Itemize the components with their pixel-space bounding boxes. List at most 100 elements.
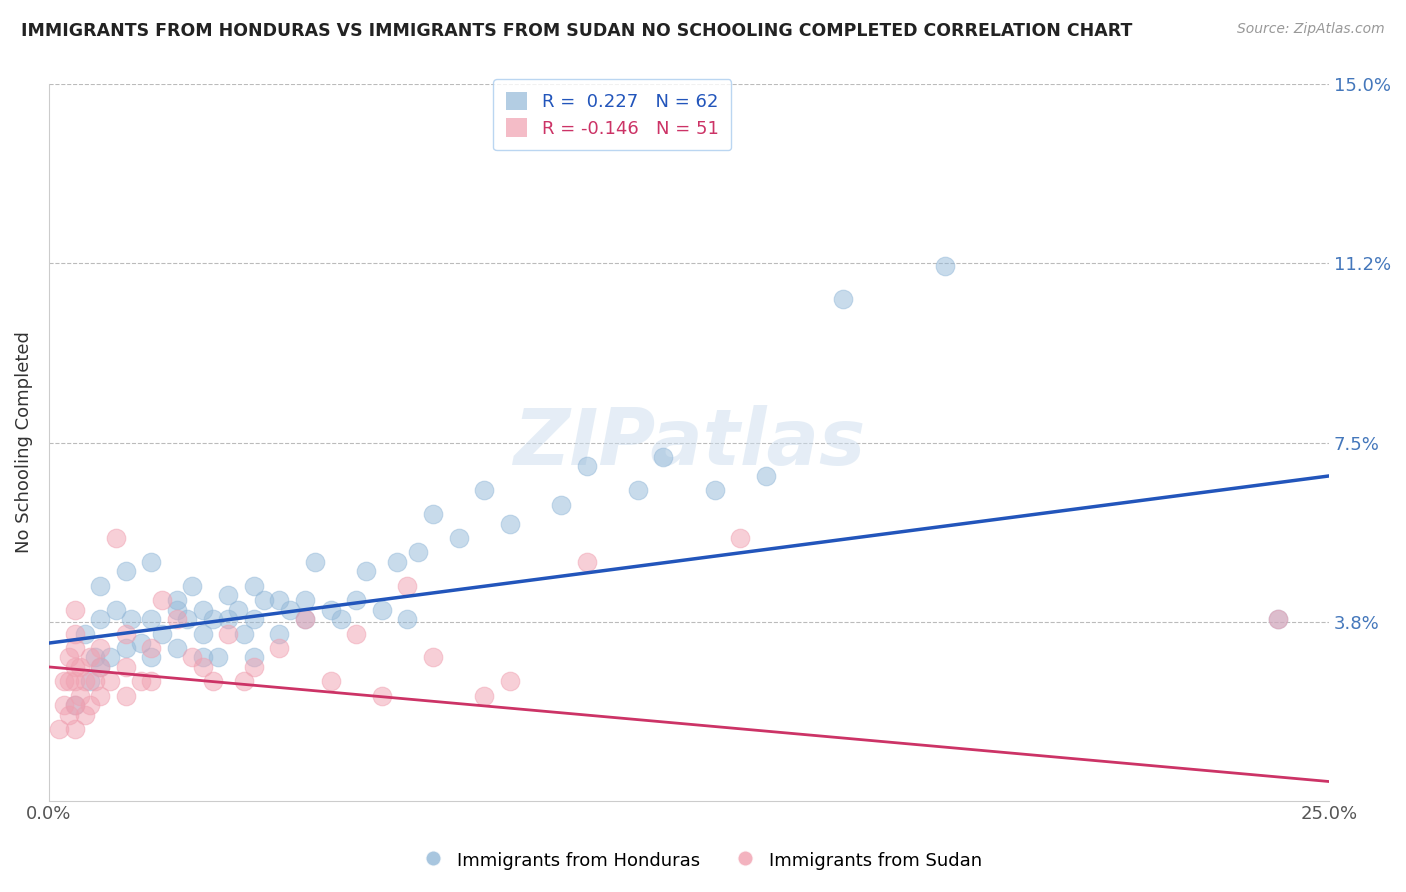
Point [755, 469, 778, 483]
Point [232, 626, 254, 640]
Point [63, 698, 86, 713]
Point [319, 602, 342, 616]
Point [396, 612, 419, 626]
Y-axis label: No Schooling Completed: No Schooling Completed [15, 332, 32, 553]
Point [499, 674, 522, 689]
Point [63, 674, 86, 689]
Point [472, 483, 495, 498]
Point [114, 565, 136, 579]
Point [728, 531, 751, 545]
Point [319, 674, 342, 689]
Point [703, 483, 725, 498]
Point [356, 565, 378, 579]
Point [53, 674, 76, 689]
Point [242, 612, 264, 626]
Point [201, 612, 224, 626]
Point [934, 259, 956, 273]
Point [242, 579, 264, 593]
Point [73, 674, 96, 689]
Point [191, 626, 214, 640]
Point [100, 650, 122, 665]
Point [1267, 612, 1289, 626]
Point [63, 698, 86, 713]
Point [114, 640, 136, 655]
Point [141, 650, 163, 665]
Point [831, 293, 853, 307]
Point [63, 640, 86, 655]
Point [114, 689, 136, 703]
Point [89, 612, 111, 626]
Point [242, 650, 264, 665]
Text: Source: ZipAtlas.com: Source: ZipAtlas.com [1237, 22, 1385, 37]
Point [58, 707, 80, 722]
Point [150, 626, 173, 640]
Point [114, 626, 136, 640]
Point [69, 660, 91, 674]
Point [304, 555, 326, 569]
Point [232, 674, 254, 689]
Point [422, 650, 444, 665]
Point [294, 612, 316, 626]
Point [104, 602, 127, 616]
Point [100, 674, 122, 689]
Point [344, 593, 367, 607]
Point [89, 640, 111, 655]
Point [73, 626, 96, 640]
Point [217, 612, 239, 626]
Point [84, 674, 107, 689]
Point [58, 650, 80, 665]
Point [79, 698, 101, 713]
Legend: R =  0.227   N = 62, R = -0.146   N = 51: R = 0.227 N = 62, R = -0.146 N = 51 [494, 79, 731, 151]
Point [166, 640, 188, 655]
Text: IMMIGRANTS FROM HONDURAS VS IMMIGRANTS FROM SUDAN NO SCHOOLING COMPLETED CORRELA: IMMIGRANTS FROM HONDURAS VS IMMIGRANTS F… [21, 22, 1132, 40]
Point [269, 593, 291, 607]
Point [201, 674, 224, 689]
Point [550, 498, 572, 512]
Point [89, 660, 111, 674]
Point [269, 626, 291, 640]
Point [63, 722, 86, 736]
Point [191, 660, 214, 674]
Text: ZIPatlas: ZIPatlas [513, 405, 865, 481]
Point [84, 650, 107, 665]
Point [406, 545, 429, 559]
Point [652, 450, 675, 464]
Point [344, 626, 367, 640]
Point [166, 602, 188, 616]
Point [89, 660, 111, 674]
Legend: Immigrants from Honduras, Immigrants from Sudan: Immigrants from Honduras, Immigrants fro… [418, 842, 988, 879]
Point [294, 593, 316, 607]
Point [48, 722, 70, 736]
Point [217, 588, 239, 602]
Point [69, 689, 91, 703]
Point [396, 579, 419, 593]
Point [150, 593, 173, 607]
Point [114, 660, 136, 674]
Point [73, 707, 96, 722]
Point [472, 689, 495, 703]
Point [242, 660, 264, 674]
Point [141, 674, 163, 689]
Point [627, 483, 650, 498]
Point [53, 698, 76, 713]
Point [141, 612, 163, 626]
Point [141, 555, 163, 569]
Point [79, 674, 101, 689]
Point [63, 602, 86, 616]
Point [79, 650, 101, 665]
Point [575, 459, 598, 474]
Point [294, 612, 316, 626]
Point [181, 650, 204, 665]
Point [207, 650, 229, 665]
Point [176, 612, 198, 626]
Point [329, 612, 352, 626]
Point [575, 555, 598, 569]
Point [191, 650, 214, 665]
Point [371, 689, 394, 703]
Point [447, 531, 470, 545]
Point [129, 674, 152, 689]
Point [278, 602, 301, 616]
Point [120, 612, 142, 626]
Point [253, 593, 276, 607]
Point [129, 636, 152, 650]
